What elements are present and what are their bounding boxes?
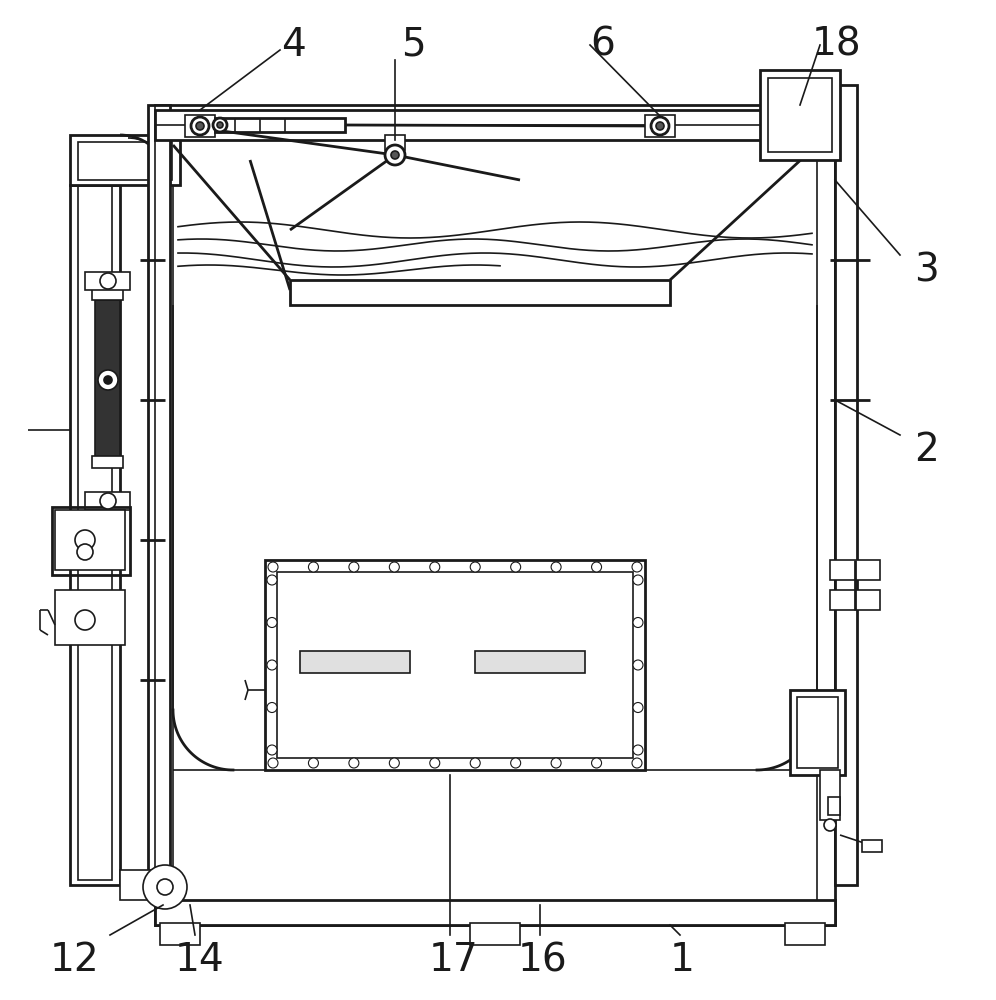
Bar [215, 118, 345, 132]
Text: 5: 5 [401, 26, 425, 64]
Bar [78, 185, 112, 880]
Text: 3: 3 [914, 251, 938, 289]
Bar [277, 572, 633, 758]
Text: 16: 16 [518, 941, 568, 979]
Circle shape [213, 118, 227, 132]
Bar [835, 85, 857, 885]
Circle shape [75, 530, 95, 550]
Bar [300, 651, 410, 673]
Text: 4: 4 [282, 26, 306, 64]
Circle shape [391, 151, 399, 159]
Bar [265, 560, 645, 770]
Circle shape [100, 493, 116, 509]
Bar [830, 560, 880, 580]
Bar [120, 870, 170, 900]
Bar [55, 590, 125, 645]
Bar [828, 797, 840, 815]
Circle shape [430, 758, 440, 768]
Circle shape [196, 122, 204, 130]
Text: 1: 1 [670, 941, 694, 979]
Bar [768, 78, 832, 152]
Bar [797, 697, 838, 768]
Bar [760, 70, 840, 160]
Bar [78, 142, 172, 180]
Circle shape [349, 562, 359, 572]
Bar [470, 923, 520, 945]
Circle shape [143, 865, 187, 909]
Bar [155, 110, 835, 140]
Text: 12: 12 [50, 941, 100, 979]
Bar [70, 135, 180, 185]
Circle shape [551, 758, 561, 768]
Circle shape [824, 819, 836, 831]
Bar [173, 123, 817, 907]
Circle shape [77, 544, 93, 560]
Circle shape [632, 758, 642, 768]
Circle shape [104, 376, 112, 384]
Bar [160, 923, 200, 945]
Text: 6: 6 [591, 26, 615, 64]
Bar [862, 840, 882, 852]
Circle shape [470, 758, 480, 768]
Bar [92, 288, 123, 300]
Circle shape [267, 702, 277, 712]
Bar [385, 135, 405, 150]
Circle shape [651, 117, 669, 135]
Circle shape [267, 745, 277, 755]
Circle shape [267, 660, 277, 670]
Circle shape [592, 758, 602, 768]
Bar [830, 590, 880, 610]
Text: 17: 17 [428, 941, 478, 979]
Circle shape [157, 879, 173, 895]
Bar [155, 105, 835, 925]
Circle shape [268, 758, 278, 768]
Circle shape [268, 562, 278, 572]
Bar [155, 900, 835, 925]
Circle shape [191, 117, 209, 135]
Circle shape [389, 562, 399, 572]
Bar [790, 690, 845, 775]
Bar [85, 272, 130, 290]
Circle shape [385, 145, 405, 165]
Circle shape [75, 610, 95, 630]
Circle shape [217, 122, 223, 128]
Bar [290, 280, 670, 305]
Bar [645, 115, 675, 137]
Bar [95, 300, 120, 460]
Bar [85, 492, 130, 510]
Bar [92, 456, 123, 468]
Circle shape [267, 617, 277, 628]
Circle shape [656, 122, 664, 130]
Bar [148, 105, 170, 885]
Circle shape [633, 745, 643, 755]
Bar [185, 115, 215, 137]
Text: 18: 18 [812, 26, 862, 64]
Circle shape [430, 562, 440, 572]
Circle shape [349, 758, 359, 768]
Circle shape [470, 562, 480, 572]
Bar [55, 510, 125, 570]
Circle shape [267, 575, 277, 585]
Text: 14: 14 [174, 941, 224, 979]
Circle shape [511, 562, 521, 572]
Circle shape [98, 370, 118, 390]
Bar [820, 770, 840, 820]
Circle shape [551, 562, 561, 572]
Circle shape [633, 575, 643, 585]
Circle shape [511, 758, 521, 768]
Circle shape [632, 562, 642, 572]
Circle shape [633, 660, 643, 670]
Circle shape [592, 562, 602, 572]
Bar [785, 923, 825, 945]
Circle shape [389, 758, 399, 768]
Circle shape [633, 617, 643, 628]
Circle shape [309, 562, 319, 572]
Bar [52, 507, 130, 575]
Bar [475, 651, 585, 673]
Bar [70, 185, 120, 885]
Text: 2: 2 [914, 431, 938, 469]
Circle shape [633, 702, 643, 712]
Circle shape [100, 273, 116, 289]
Circle shape [309, 758, 319, 768]
